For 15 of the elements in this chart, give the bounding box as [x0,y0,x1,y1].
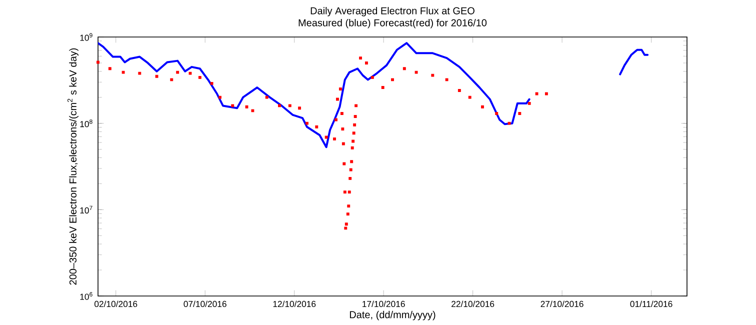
x-tick-label: 01/11/2016 [630,300,672,308]
y-tick-label: 10$^{7}$ [80,206,92,214]
x-tick-label: 27/10/2016 [540,300,584,308]
x-tick-label: 02/10/2016 [94,300,138,308]
y-tick-label: 10$^{6}$ [80,292,92,300]
y-axis-title: 200–350 keV Electron Flux,electrons/(cm$^{2}$ s keV day) [67,48,78,285]
chart-title: Daily Averaged Electron Flux at GEO [310,7,474,16]
x-axis-title: Date, (dd/mm/yyyy) [350,311,436,320]
x-tick-label: 17/10/2016 [362,300,405,308]
chart-subtitle: Measured (blue) Forecast(red) for 2016/10 [298,19,487,28]
y-tick-label: 10$^{8}$ [80,120,92,128]
x-tick-label: 12/10/2016 [273,300,316,308]
x-tick-label: 07/10/2016 [184,300,226,308]
x-tick-label: 22/10/2016 [452,300,494,308]
y-tick-label: 10$^{9}$ [80,33,92,42]
